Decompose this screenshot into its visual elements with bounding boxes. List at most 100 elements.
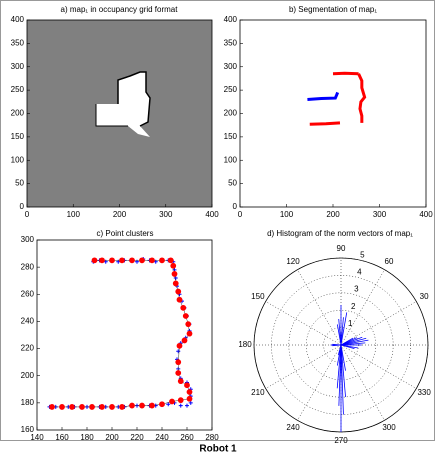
panel-title: d) Histogram of the norm vectors of map₁ bbox=[267, 229, 413, 238]
cluster-center bbox=[171, 263, 176, 268]
cluster-center bbox=[150, 403, 155, 408]
y-tick-label: 400 bbox=[11, 15, 25, 24]
cluster-center bbox=[50, 405, 55, 410]
cluster-center bbox=[120, 258, 125, 263]
cluster-center bbox=[70, 405, 75, 410]
caption: Robot 1 bbox=[199, 444, 237, 455]
y-tick-label: 200 bbox=[224, 109, 238, 118]
cluster-center bbox=[80, 405, 85, 410]
cluster-center bbox=[187, 390, 192, 395]
y-tick-label: 350 bbox=[11, 38, 25, 47]
x-tick-label: 300 bbox=[159, 210, 173, 219]
cluster-center bbox=[182, 338, 187, 343]
figure: Robot 1 a) map₁ in occupancy grid format… bbox=[0, 0, 435, 458]
x-tick-label: 400 bbox=[205, 210, 219, 219]
y-tick-label: 180 bbox=[21, 398, 35, 407]
x-tick-label: 280 bbox=[205, 433, 219, 442]
y-tick-label: 0 bbox=[20, 202, 25, 211]
cluster-center bbox=[120, 405, 125, 410]
y-tick-label: 50 bbox=[228, 179, 237, 188]
cluster-center bbox=[100, 258, 105, 263]
cluster-center bbox=[187, 331, 192, 336]
angle-tick-label: 210 bbox=[251, 388, 265, 397]
cluster-center bbox=[92, 258, 97, 263]
x-tick-label: 0 bbox=[238, 210, 243, 219]
y-tick-label: 100 bbox=[224, 155, 238, 164]
angle-tick-label: 330 bbox=[417, 388, 431, 397]
y-tick-label: 300 bbox=[224, 62, 238, 71]
y-tick-label: 260 bbox=[21, 289, 35, 298]
y-tick-label: 0 bbox=[233, 202, 238, 211]
panel-title: b) Segmentation of map₁ bbox=[289, 5, 377, 14]
cluster-center bbox=[176, 289, 181, 294]
y-tick-label: 200 bbox=[11, 109, 25, 118]
cluster-center bbox=[177, 297, 182, 302]
cluster-center bbox=[181, 305, 186, 310]
y-tick-label: 300 bbox=[11, 62, 25, 71]
x-tick-label: 100 bbox=[280, 210, 294, 219]
x-tick-label: 300 bbox=[373, 210, 387, 219]
angle-tick-label: 60 bbox=[385, 257, 394, 266]
x-tick-label: 200 bbox=[105, 433, 119, 442]
cluster-center bbox=[140, 258, 145, 263]
angle-tick-label: 120 bbox=[286, 257, 300, 266]
y-tick-label: 240 bbox=[21, 317, 35, 326]
angle-tick-label: 150 bbox=[251, 292, 265, 301]
angle-tick-label: 90 bbox=[337, 244, 346, 253]
x-tick-label: 400 bbox=[419, 210, 433, 219]
panel-title: a) map₁ in occupancy grid format bbox=[61, 5, 179, 14]
y-tick-label: 220 bbox=[21, 344, 35, 353]
angle-tick-label: 180 bbox=[238, 340, 252, 349]
cluster-center bbox=[160, 258, 165, 263]
cluster-center bbox=[140, 403, 145, 408]
angle-tick-label: 240 bbox=[286, 423, 300, 432]
cluster-center bbox=[176, 360, 181, 365]
angle-tick-label: 300 bbox=[382, 423, 396, 432]
angle-tick-label: 270 bbox=[334, 436, 348, 445]
x-tick-label: 260 bbox=[180, 433, 194, 442]
x-tick-label: 240 bbox=[155, 433, 169, 442]
y-tick-label: 250 bbox=[224, 85, 238, 94]
y-tick-label: 250 bbox=[11, 85, 25, 94]
y-tick-label: 50 bbox=[15, 179, 24, 188]
x-tick-label: 0 bbox=[25, 210, 30, 219]
cluster-center bbox=[150, 258, 155, 263]
cluster-center bbox=[186, 322, 191, 327]
cluster-center bbox=[178, 398, 183, 403]
y-tick-label: 150 bbox=[11, 132, 25, 141]
panel-title: c) Point clusters bbox=[97, 229, 154, 238]
radial-tick-label: 3 bbox=[354, 285, 359, 294]
cluster-center bbox=[177, 343, 182, 348]
radial-tick-label: 4 bbox=[357, 268, 362, 277]
cluster-center bbox=[110, 258, 115, 263]
cluster-center bbox=[176, 371, 181, 376]
x-tick-label: 200 bbox=[326, 210, 340, 219]
cluster-center bbox=[170, 399, 175, 404]
y-tick-label: 150 bbox=[224, 132, 238, 141]
x-tick-label: 200 bbox=[113, 210, 127, 219]
cluster-center bbox=[187, 396, 192, 401]
angle-tick-label: 30 bbox=[420, 292, 429, 301]
cluster-center bbox=[130, 258, 135, 263]
cluster-center bbox=[173, 281, 178, 286]
x-tick-label: 180 bbox=[80, 433, 94, 442]
y-tick-label: 100 bbox=[11, 155, 25, 164]
y-tick-label: 350 bbox=[224, 38, 238, 47]
cluster-center bbox=[183, 314, 188, 319]
cluster-center bbox=[110, 405, 115, 410]
cluster-center bbox=[60, 405, 65, 410]
cluster-center bbox=[178, 379, 183, 384]
y-tick-label: 160 bbox=[21, 425, 35, 434]
segment bbox=[310, 123, 340, 124]
radial-tick-label: 5 bbox=[360, 250, 365, 259]
x-tick-label: 160 bbox=[55, 433, 69, 442]
cluster-center bbox=[168, 258, 173, 263]
cluster-center bbox=[100, 405, 105, 410]
y-tick-label: 280 bbox=[21, 262, 35, 271]
y-tick-label: 400 bbox=[224, 15, 238, 24]
cluster-center bbox=[130, 403, 135, 408]
cluster-center bbox=[172, 272, 177, 277]
cluster-center bbox=[160, 402, 165, 407]
cluster-center bbox=[185, 383, 190, 388]
x-tick-label: 140 bbox=[30, 433, 44, 442]
